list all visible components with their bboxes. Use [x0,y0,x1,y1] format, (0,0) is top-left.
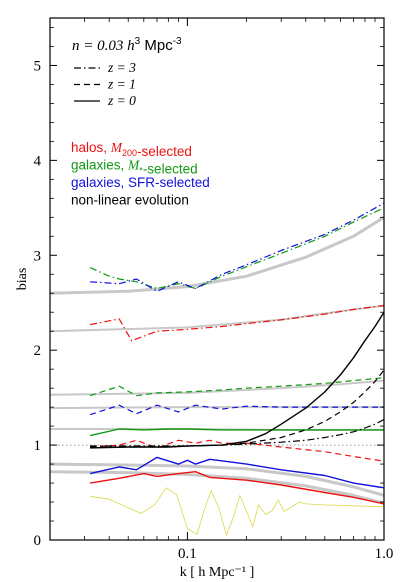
legend-linestyle-label: z = 3 [107,60,136,75]
y-tick-label: 5 [34,58,42,74]
nonlinear-z0-line [90,311,385,449]
y-tick-label: 0 [34,533,42,549]
fit-2-line [49,379,385,396]
legend-color-label: non-linear evolution [71,193,189,208]
fit-5-line [49,462,385,497]
ticks-layer: 0 1 2 3 4 5 0.1 1.0 [34,18,394,562]
legend-density: n = 0.03 h3 Mpc-3 [72,36,182,54]
series-layer [49,202,385,536]
x-tick-label: 1.0 [375,546,394,562]
x-axis-label: k [ h Mpc⁻¹ ] [180,565,255,580]
halos-z1-line [90,439,385,462]
legend: n = 0.03 h3 Mpc-3 z = 3 z = 1z = 0 halos, M… [71,36,210,208]
y-tick-label: 3 [34,248,42,264]
y-tick-label: 1 [34,438,42,454]
nonlinear-z3-line [90,418,385,447]
legend-color-label: galaxies, M*-selected [71,158,198,177]
mstar-z3-line [89,207,385,290]
y-tick-label: 4 [34,153,42,169]
halos-z3-line [89,305,385,342]
legend-color-label: galaxies, SFR-selected [71,175,210,190]
y-tick-label: 2 [34,343,42,359]
sfr-z0-line [89,456,385,489]
halos-z0-line [89,471,385,505]
bao-0-line [90,487,385,536]
fit-0-line [49,216,385,295]
sfr-z3-line [90,202,385,292]
y-axis-label: bias [15,268,30,291]
mstar-z1-line [89,377,385,397]
legend-linestyle-label: z = 1 [107,77,136,92]
legend-linestyle-label: z = 0 [107,93,136,108]
x-tick-label: 0.1 [178,546,197,562]
mstar-z0-line [89,428,384,437]
legend-color-label: halos, M200-selected [71,140,192,159]
fit-6-line [49,470,385,505]
plot-frame [49,17,385,541]
